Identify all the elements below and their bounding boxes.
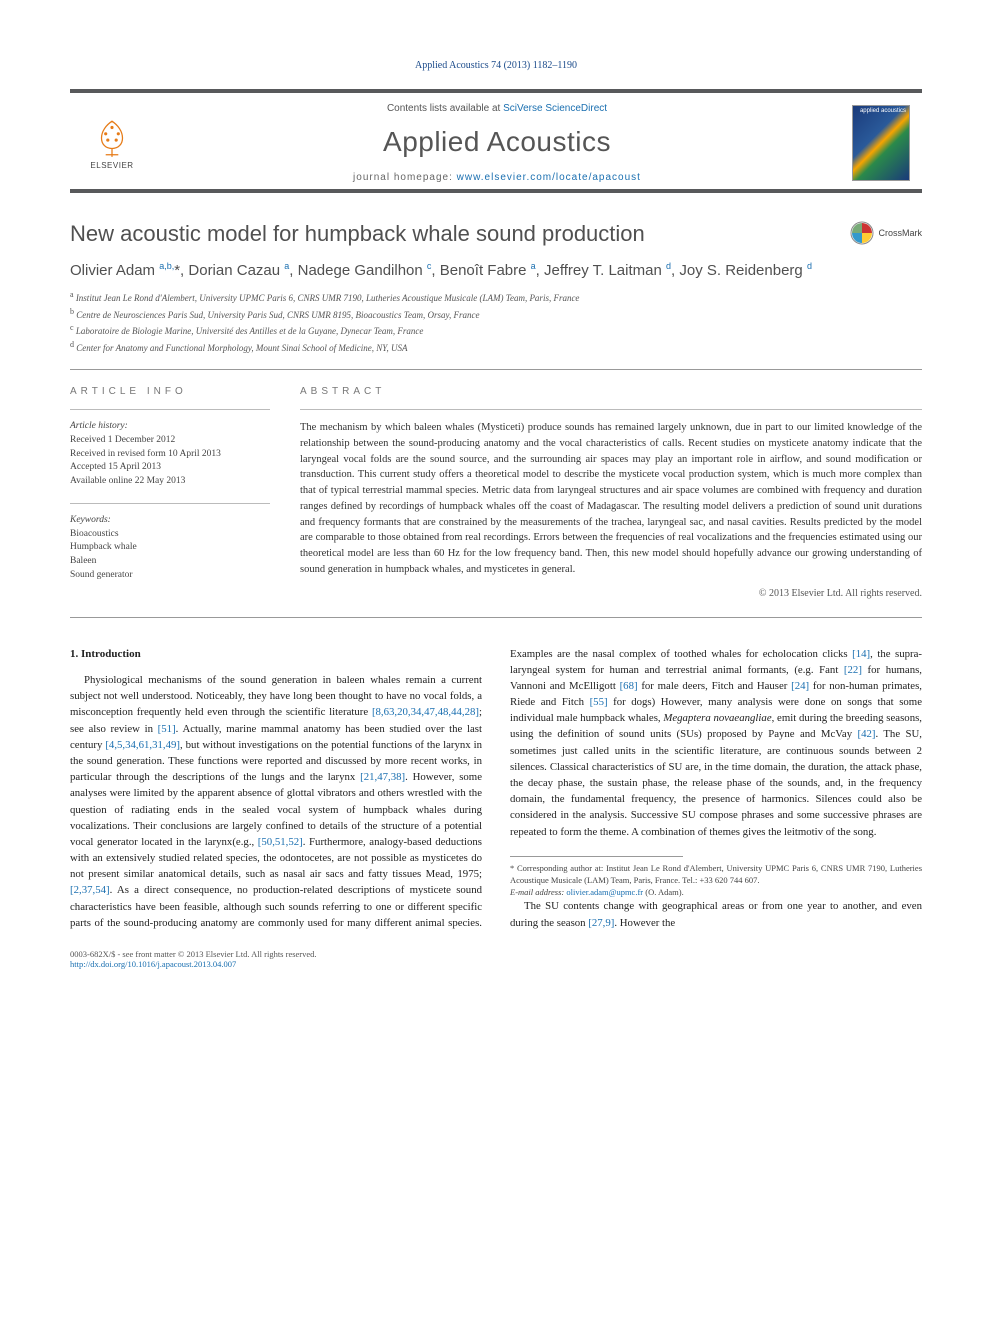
journal-homepage-line: journal homepage: www.elsevier.com/locat… <box>142 172 852 183</box>
homepage-prefix: journal homepage: <box>353 172 457 183</box>
citation-link[interactable]: [55] <box>590 696 608 708</box>
history-received: Received 1 December 2012 <box>70 434 270 448</box>
citation-link[interactable]: [42] <box>857 728 875 740</box>
cover-thumb-text: applied acoustics <box>860 108 906 115</box>
contents-prefix: Contents lists available at <box>387 103 503 114</box>
elsevier-tree-icon <box>91 117 133 159</box>
journal-reference: Applied Acoustics 74 (2013) 1182–1190 <box>70 60 922 71</box>
journal-homepage-link[interactable]: www.elsevier.com/locate/apacoust <box>457 172 641 183</box>
page-footer: 0003-682X/$ - see front matter © 2013 El… <box>70 949 922 969</box>
journal-title: Applied Acoustics <box>142 126 852 158</box>
affiliation-b: Centre de Neurosciences Paris Sud, Unive… <box>76 310 479 320</box>
citation-link[interactable]: [21,47,38] <box>360 771 405 783</box>
sciencedirect-link[interactable]: SciVerse ScienceDirect <box>503 103 607 114</box>
citation-link[interactable]: [24] <box>791 680 809 692</box>
affiliation-c: Laboratoire de Biologie Marine, Universi… <box>76 326 424 336</box>
body-paragraph: The SU contents change with geographical… <box>510 898 922 930</box>
journal-reference-link[interactable]: Applied Acoustics 74 (2013) 1182–1190 <box>415 60 577 71</box>
contents-available-line: Contents lists available at SciVerse Sci… <box>142 103 852 114</box>
article-body: 1. Introduction Physiological mechanisms… <box>70 646 922 932</box>
citation-link[interactable]: [2,37,54] <box>70 884 110 896</box>
affiliation-d: Center for Anatomy and Functional Morpho… <box>76 343 407 353</box>
keyword: Humpback whale <box>70 541 270 555</box>
history-revised: Received in revised form 10 April 2013 <box>70 448 270 462</box>
footnote-separator <box>510 856 683 857</box>
citation-link[interactable]: [14] <box>852 648 870 660</box>
citation-link[interactable]: [68] <box>620 680 638 692</box>
keywords-label: Keywords: <box>70 514 270 528</box>
crossmark-icon <box>850 221 874 245</box>
crossmark-badge[interactable]: CrossMark <box>850 221 922 245</box>
abstract-text: The mechanism by which baleen whales (My… <box>300 420 922 578</box>
article-history: Article history: Received 1 December 201… <box>70 420 270 489</box>
species-name: Megaptera novaeangliae <box>663 712 771 724</box>
author-email-link[interactable]: olivier.adam@upmc.fr <box>566 887 643 897</box>
article-info-label: ARTICLE INFO <box>70 386 270 397</box>
citation-link[interactable]: [27,9] <box>588 917 614 929</box>
publisher-logo: ELSEVIER <box>82 110 142 176</box>
copyright-line: © 2013 Elsevier Ltd. All rights reserved… <box>300 588 922 599</box>
section-heading: 1. Introduction <box>70 646 482 663</box>
history-label: Article history: <box>70 420 270 434</box>
journal-cover-thumbnail: applied acoustics <box>852 105 910 181</box>
keyword: Bioacoustics <box>70 528 270 542</box>
article-title: New acoustic model for humpback whale so… <box>70 221 922 247</box>
citation-link[interactable]: [51] <box>158 723 176 735</box>
history-online: Available online 22 May 2013 <box>70 475 270 489</box>
email-suffix: (O. Adam). <box>643 887 684 897</box>
citation-link[interactable]: [8,63,20,34,47,48,44,28] <box>372 706 479 718</box>
keyword: Baleen <box>70 555 270 569</box>
author-list: Olivier Adam a,b,*, Dorian Cazau a, Nade… <box>70 261 922 279</box>
citation-link[interactable]: [22] <box>844 664 862 676</box>
citation-link[interactable]: [50,51,52] <box>258 836 303 848</box>
citation-link[interactable]: [4,5,34,61,31,49] <box>105 739 180 751</box>
keyword: Sound generator <box>70 569 270 583</box>
publisher-name: ELSEVIER <box>90 161 133 170</box>
email-label: E-mail address: <box>510 887 566 897</box>
abstract-label: ABSTRACT <box>300 386 922 397</box>
front-matter-line: 0003-682X/$ - see front matter © 2013 El… <box>70 949 317 959</box>
corresponding-label: * Corresponding author at: <box>510 863 603 873</box>
history-accepted: Accepted 15 April 2013 <box>70 461 270 475</box>
crossmark-label: CrossMark <box>878 228 922 238</box>
footnotes: * Corresponding author at: Institut Jean… <box>510 863 922 899</box>
doi-link[interactable]: http://dx.doi.org/10.1016/j.apacoust.201… <box>70 959 236 969</box>
affiliations: a Institut Jean Le Rond d'Alembert, Univ… <box>70 289 922 355</box>
keywords-block: Keywords: Bioacoustics Humpback whale Ba… <box>70 514 270 583</box>
affiliation-a: Institut Jean Le Rond d'Alembert, Univer… <box>76 293 580 303</box>
journal-header: ELSEVIER Contents lists available at Sci… <box>70 89 922 193</box>
